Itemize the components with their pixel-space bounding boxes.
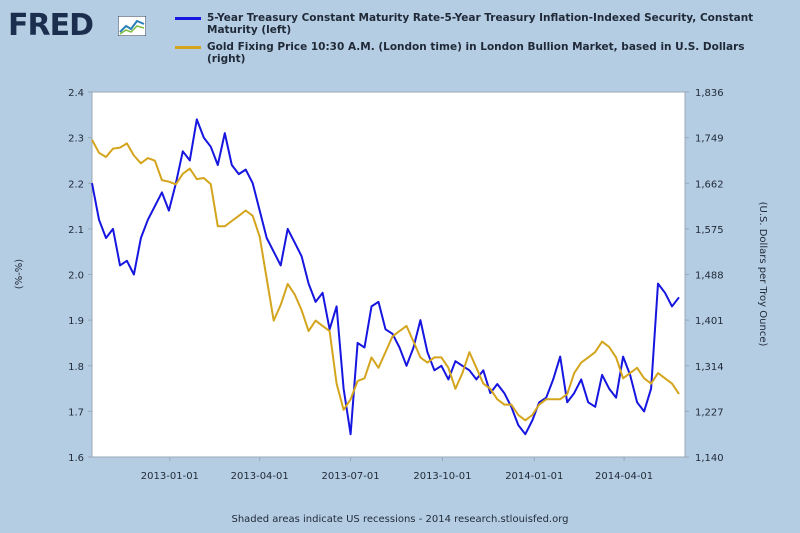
y-tick-label-left: 2.4 <box>68 88 84 99</box>
y-tick-label-right: 1,140 <box>695 453 724 464</box>
x-tick-label: 2013-10-01 <box>413 471 471 482</box>
y-tick-label-right: 1,401 <box>695 316 724 327</box>
legend-swatch-series-1 <box>175 17 201 20</box>
logo-text: FRED <box>8 8 94 43</box>
legend-swatch-series-2 <box>175 46 201 49</box>
y-tick-label-right: 1,662 <box>695 179 724 190</box>
y-tick-label-left: 2.3 <box>68 134 84 145</box>
legend-item-series-1: 5-Year Treasury Constant Maturity Rate-5… <box>175 12 775 36</box>
y-tick-label-left: 1.6 <box>68 453 84 464</box>
x-tick-label: 2013-07-01 <box>322 471 380 482</box>
legend-label-series-1: 5-Year Treasury Constant Maturity Rate-5… <box>207 12 754 36</box>
y-axis-left-title: (%-%) <box>14 259 25 290</box>
y-tick-label-right: 1,227 <box>695 407 724 418</box>
series-line-1 <box>91 118 680 436</box>
y-axis-right-title: (U.S. Dollars per Troy Ounce) <box>757 202 768 347</box>
line-chart-icon <box>118 16 146 36</box>
legend-item-series-2: Gold Fixing Price 10:30 A.M. (London tim… <box>175 41 775 65</box>
y-axis-right: 1,140 1,227 1,314 1,401 1,488 1,575 1,662 1,749… <box>685 88 724 464</box>
series-line-2 <box>91 139 680 422</box>
x-axis: 2013-01-01 2013-04-01 2013-07-01 2013-10-01… <box>141 457 653 482</box>
chart-legend: 5-Year Treasury Constant Maturity Rate-5… <box>175 12 775 70</box>
y-tick-label-left: 2.2 <box>68 179 84 190</box>
y-tick-label-right: 1,836 <box>695 88 724 99</box>
footer-note: Shaded areas indicate US recessions - 20… <box>231 514 569 525</box>
y-tick-label-left: 1.8 <box>68 362 84 373</box>
x-tick-label: 2013-04-01 <box>231 471 289 482</box>
y-tick-label-left: 2.0 <box>68 271 84 282</box>
y-tick-label-left: 1.7 <box>68 407 84 418</box>
legend-label-series-2: Gold Fixing Price 10:30 A.M. (London tim… <box>207 41 745 65</box>
y-tick-label-right: 1,575 <box>695 225 724 236</box>
y-tick-label-left: 1.9 <box>68 316 84 327</box>
x-tick-label: 2014-04-01 <box>595 471 653 482</box>
series-layer <box>91 118 680 436</box>
x-tick-label: 2013-01-01 <box>141 471 199 482</box>
y-axis-left: 1.6 1.7 1.8 1.9 2.0 2.1 2.2 2.3 2.4 <box>68 88 92 464</box>
x-tick-label: 2014-01-01 <box>505 471 563 482</box>
y-tick-label-left: 2.1 <box>68 225 84 236</box>
y-tick-label-right: 1,314 <box>695 362 724 373</box>
y-tick-label-right: 1,749 <box>695 134 724 145</box>
y-tick-label-right: 1,488 <box>695 271 724 282</box>
